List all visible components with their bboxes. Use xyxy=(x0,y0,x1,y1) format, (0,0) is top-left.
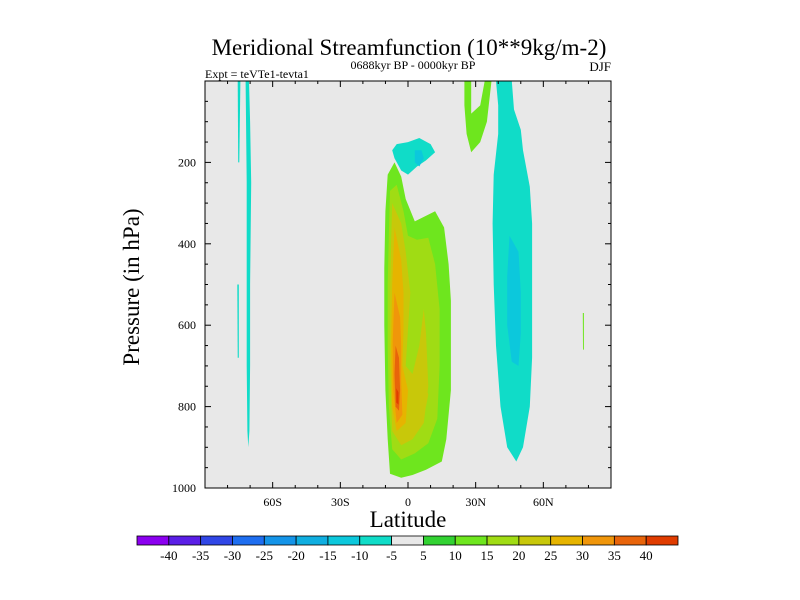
contour-region-tropical-cell-35 xyxy=(396,388,399,405)
x-tick-label: 30S xyxy=(331,495,350,509)
colorbar-label: 30 xyxy=(576,548,589,563)
y-tick-label: 600 xyxy=(178,318,196,332)
colorbar: -40 -35 -30 -25 -20 -15 -10 -5 5 10 15 20 25 30 35 40 xyxy=(136,535,679,563)
colorbar-label: -15 xyxy=(319,548,336,563)
y-tick-label: 1000 xyxy=(172,481,196,495)
colorbar-swatch xyxy=(645,535,679,546)
x-tick-label: 30N xyxy=(465,495,486,509)
colorbar-label: 20 xyxy=(512,548,525,563)
colorbar-swatch xyxy=(613,535,647,546)
colorbar-swatch xyxy=(582,535,615,546)
y-axis-label: Pressure (in hPa) xyxy=(119,208,144,365)
colorbar-swatch xyxy=(232,535,265,546)
contour-region-sh-neg-strip-2 xyxy=(245,81,252,448)
colorbar-label: -20 xyxy=(287,548,304,563)
colorbar-label: -30 xyxy=(224,548,241,563)
contour-region-sh-neg-strip-3 xyxy=(237,284,239,358)
colorbar-swatch xyxy=(550,535,583,546)
colorbar-label: 15 xyxy=(481,548,494,563)
colorbar-swatch xyxy=(263,535,297,546)
contour-region-upper-neg-core xyxy=(414,150,424,167)
colorbar-label: 5 xyxy=(420,548,427,563)
colorbar-swatch xyxy=(295,535,329,546)
contour-region-tropical-cell-15b xyxy=(421,382,429,407)
colorbar-swatch xyxy=(200,535,233,546)
contour-region-sh-neg-strip-1 xyxy=(237,81,241,163)
y-tick-label: 200 xyxy=(178,155,196,169)
colorbar-label: 25 xyxy=(544,548,557,563)
colorbar-swatch xyxy=(168,535,202,546)
colorbar-label: -10 xyxy=(351,548,368,563)
contour-region-nh-pos-speck xyxy=(582,313,584,350)
y-tick-label: 400 xyxy=(178,237,196,251)
plot-area: 60S 30S 0 30N 60N 200 400 600 800 1000 xyxy=(172,80,612,509)
colorbar-label: 35 xyxy=(608,548,621,563)
colorbar-swatch xyxy=(454,535,488,546)
colorbar-swatch xyxy=(423,535,456,546)
x-tick-label: 60N xyxy=(533,495,554,509)
colorbar-swatch xyxy=(359,535,392,546)
colorbar-swatch xyxy=(136,535,170,546)
colorbar-label: 40 xyxy=(640,548,653,563)
period-label: 0688kyr BP - 0000kyr BP xyxy=(351,58,476,72)
colorbar-label: -25 xyxy=(256,548,273,563)
contour-region-upper-neg-cell xyxy=(392,138,436,175)
colorbar-swatch xyxy=(391,535,424,546)
colorbar-label: 10 xyxy=(449,548,462,563)
contour-region-tropical-cell-30 xyxy=(394,345,401,411)
colorbar-label: -40 xyxy=(160,548,177,563)
x-axis-label: Latitude xyxy=(370,507,447,532)
colorbar-label: -5 xyxy=(386,548,397,563)
contour-regions xyxy=(237,81,584,478)
colorbar-swatch xyxy=(327,535,361,546)
y-tick-label: 800 xyxy=(178,400,196,414)
chart-title: Meridional Streamfunction (10**9kg/m-2) xyxy=(212,35,607,60)
colorbar-swatch xyxy=(518,535,552,546)
colorbar-swatch xyxy=(486,535,520,546)
experiment-label: Expt = teVTe1-tevta1 xyxy=(205,67,309,81)
contour-region-nh-pos-cell xyxy=(464,81,492,153)
contour-region-nh-neg-core xyxy=(507,235,521,366)
season-label: DJF xyxy=(589,59,611,74)
colorbar-label: -35 xyxy=(192,548,209,563)
x-tick-label: 60S xyxy=(263,495,282,509)
axis-ticks: 60S 30S 0 30N 60N 200 400 600 800 1000 xyxy=(172,81,611,509)
x-tick-label: 0 xyxy=(405,495,411,509)
